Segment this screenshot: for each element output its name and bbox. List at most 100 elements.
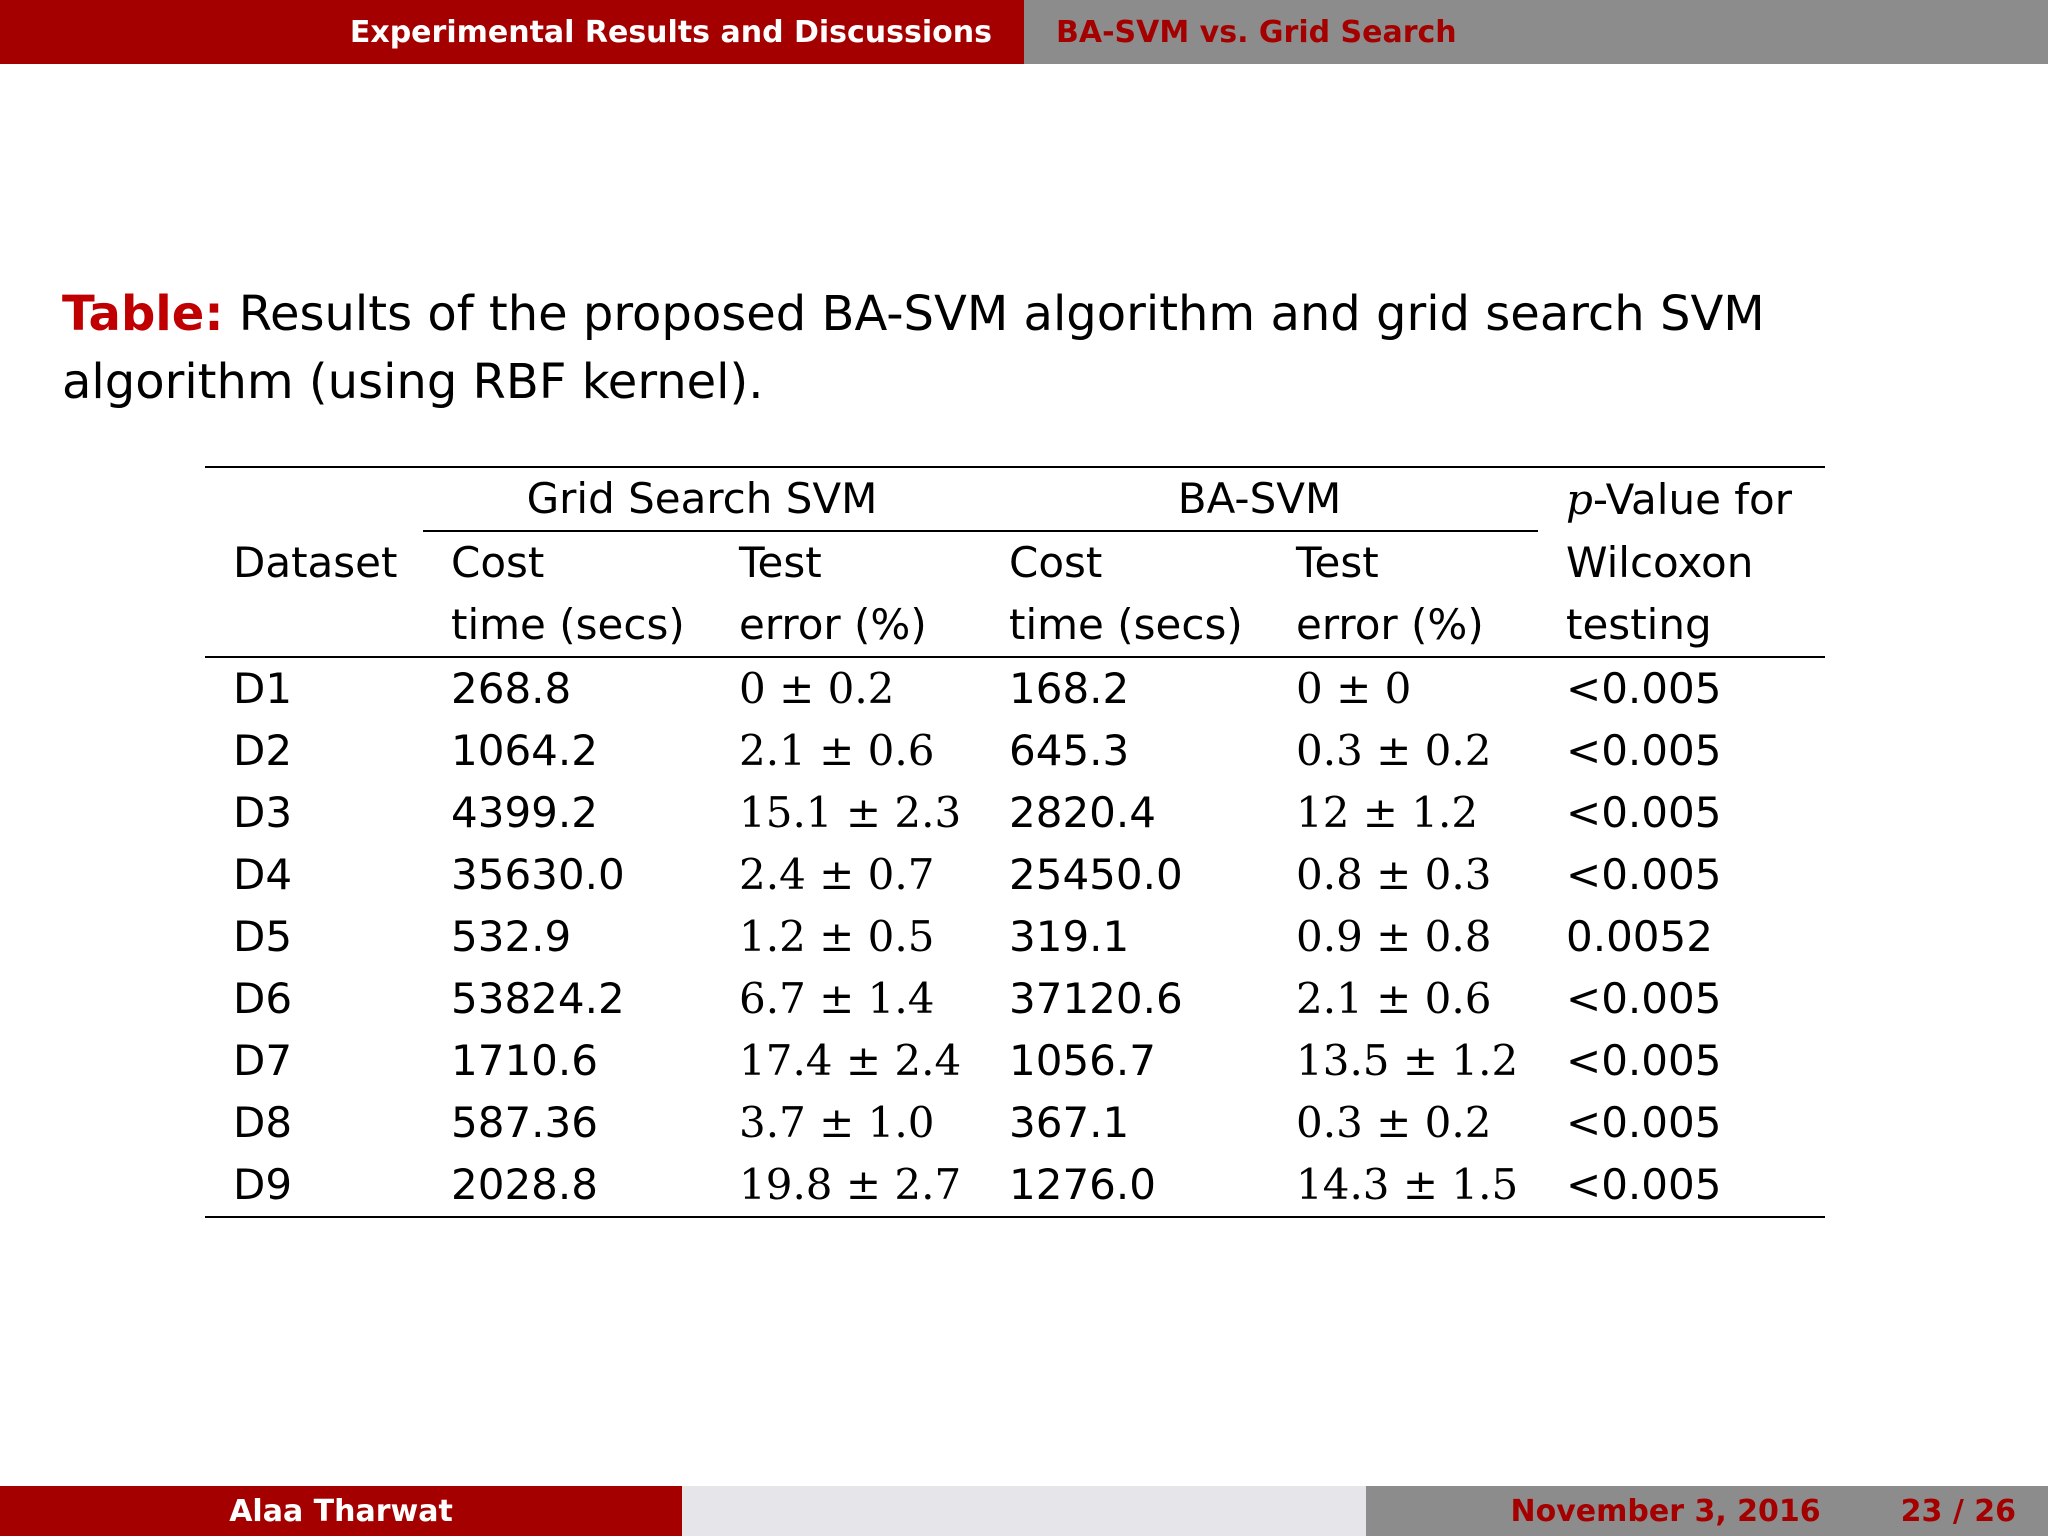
cell-ba-cost: 319.1 xyxy=(1009,912,1130,961)
cell-dataset: D3 xyxy=(233,788,293,837)
cell-dataset: D9 xyxy=(205,1154,423,1218)
cell-ba-error: 13.5 ± 1.2 xyxy=(1296,1036,1519,1085)
cell-ba-error: 14.3 ± 1.5 xyxy=(1268,1154,1538,1218)
caption-text: Results of the proposed BA-SVM algorithm… xyxy=(62,286,1765,410)
header-row-1: Grid Search SVM BA-SVM p-Value for xyxy=(205,466,1825,532)
cell-ba-error: 0.8 ± 0.3 xyxy=(1296,850,1492,899)
cell-ba-error: 12 ± 1.2 xyxy=(1296,788,1479,837)
cell-grid-error: 0 ± 0.2 xyxy=(739,664,895,713)
grid-cost-header-2: time (secs) xyxy=(423,594,711,658)
cell-ba-cost: 2820.4 xyxy=(1009,788,1156,837)
header-bar: Experimental Results and Discussions BA-… xyxy=(0,0,2048,64)
ba-test-header-2: error (%) xyxy=(1268,594,1538,658)
results-table: Grid Search SVM BA-SVM p-Value for Datas… xyxy=(205,466,1825,1218)
table-row: D2 1064.2 2.1 ± 0.6 645.3 0.3 ± 0.2 <0.005 xyxy=(205,720,1825,782)
header-cell-empty xyxy=(205,466,423,532)
cell-ba-cost: 25450.0 xyxy=(1009,850,1183,899)
cell-grid-error: 19.8 ± 2.7 xyxy=(711,1154,981,1218)
cell-ba-cost: 168.2 xyxy=(1009,664,1130,713)
cell-ba-cost: 645.3 xyxy=(1009,726,1130,775)
pvalue-var: p xyxy=(1566,475,1593,524)
header-section-label: Experimental Results and Discussions xyxy=(349,14,992,50)
cell-dataset: D6 xyxy=(233,974,293,1023)
table-row: D3 4399.2 15.1 ± 2.3 2820.4 12 ± 1.2 <0.005 xyxy=(205,782,1825,844)
footer-author: Alaa Tharwat xyxy=(0,1486,682,1536)
table-row: D6 53824.2 6.7 ± 1.4 37120.6 2.1 ± 0.6 <0.005 xyxy=(205,968,1825,1030)
cell-ba-error: 0.3 ± 0.2 xyxy=(1296,726,1492,775)
cell-grid-error: 2.4 ± 0.7 xyxy=(739,850,935,899)
footer-page-number: 23 / 26 xyxy=(1900,1493,2016,1529)
cell-pvalue: <0.005 xyxy=(1566,974,1722,1023)
footer-bar: Alaa Tharwat November 3, 2016 23 / 26 xyxy=(0,1486,2048,1536)
cell-ba-error: 0.3 ± 0.2 xyxy=(1296,1098,1492,1147)
header-subsection[interactable]: BA-SVM vs. Grid Search xyxy=(1024,0,2048,64)
group-ba-label: BA-SVM xyxy=(981,468,1538,532)
header-subsection-label: BA-SVM vs. Grid Search xyxy=(1056,14,1457,50)
cell-grid-cost: 35630.0 xyxy=(451,850,625,899)
cell-dataset: D2 xyxy=(233,726,293,775)
header-section[interactable]: Experimental Results and Discussions xyxy=(0,0,1024,64)
cell-pvalue: <0.005 xyxy=(1566,664,1722,713)
group-grid-label: Grid Search SVM xyxy=(423,468,981,532)
caption-label: Table: xyxy=(62,286,224,342)
pvalue-header-3: testing xyxy=(1538,594,1825,658)
ba-cost-header-1: Cost xyxy=(1009,538,1103,587)
cell-pvalue: <0.005 xyxy=(1566,788,1722,837)
cell-grid-cost: 53824.2 xyxy=(451,974,625,1023)
header-cell-empty xyxy=(205,594,423,658)
cell-grid-error: 1.2 ± 0.5 xyxy=(739,912,935,961)
pvalue-header-1: p-Value for xyxy=(1538,466,1825,532)
cell-grid-cost: 587.36 xyxy=(451,1098,598,1147)
table-row: D1 268.8 0 ± 0.2 168.2 0 ± 0 <0.005 xyxy=(205,657,1825,720)
cell-ba-error: 2.1 ± 0.6 xyxy=(1296,974,1492,1023)
table-row: D7 1710.6 17.4 ± 2.4 1056.7 13.5 ± 1.2 <0.005 xyxy=(205,1030,1825,1092)
cell-ba-cost: 367.1 xyxy=(1009,1098,1130,1147)
cell-ba-error: 0.9 ± 0.8 xyxy=(1296,912,1492,961)
cell-dataset: D5 xyxy=(233,912,293,961)
cell-pvalue: <0.005 xyxy=(1566,1098,1722,1147)
cell-ba-cost: 1276.0 xyxy=(981,1154,1268,1218)
footer-author-label: Alaa Tharwat xyxy=(229,1493,453,1529)
table-caption: Table: Results of the proposed BA-SVM al… xyxy=(62,280,1962,416)
cell-ba-cost: 37120.6 xyxy=(1009,974,1183,1023)
cell-dataset: D8 xyxy=(233,1098,293,1147)
cell-grid-cost: 1064.2 xyxy=(451,726,598,775)
cell-ba-error: 0 ± 0 xyxy=(1296,664,1412,713)
ba-test-header-1: Test xyxy=(1296,538,1379,587)
cell-pvalue: <0.005 xyxy=(1538,1154,1825,1218)
cell-grid-cost: 4399.2 xyxy=(451,788,598,837)
cell-dataset: D7 xyxy=(233,1036,293,1085)
footer-date: November 3, 2016 xyxy=(1510,1493,1821,1529)
table-body: D1 268.8 0 ± 0.2 168.2 0 ± 0 <0.005 D2 1064.2 2.… xyxy=(205,657,1825,1218)
grid-cost-header-1: Cost xyxy=(451,538,545,587)
cell-pvalue: 0.0052 xyxy=(1566,912,1713,961)
footer-title-area xyxy=(682,1486,1366,1536)
pvalue-rest: -Value for xyxy=(1592,475,1793,524)
cell-grid-error: 17.4 ± 2.4 xyxy=(739,1036,962,1085)
table-row: D9 2028.8 19.8 ± 2.7 1276.0 14.3 ± 1.5 <0.005 xyxy=(205,1154,1825,1218)
header-row-3: time (secs) error (%) time (secs) error … xyxy=(205,594,1825,658)
pvalue-header-2: Wilcoxon xyxy=(1566,538,1754,587)
table-row: D5 532.9 1.2 ± 0.5 319.1 0.9 ± 0.8 0.0052 xyxy=(205,906,1825,968)
header-row-2: Dataset Cost Test Cost Test Wilcoxon xyxy=(205,532,1825,594)
cell-dataset: D1 xyxy=(233,664,293,713)
dataset-header: Dataset xyxy=(233,538,398,587)
table-row: D8 587.36 3.7 ± 1.0 367.1 0.3 ± 0.2 <0.005 xyxy=(205,1092,1825,1154)
cell-pvalue: <0.005 xyxy=(1566,850,1722,899)
cell-grid-error: 2.1 ± 0.6 xyxy=(739,726,935,775)
table-row: D4 35630.0 2.4 ± 0.7 25450.0 0.8 ± 0.3 <0.005 xyxy=(205,844,1825,906)
footer-info: November 3, 2016 23 / 26 xyxy=(1366,1486,2048,1536)
grid-test-header-1: Test xyxy=(739,538,822,587)
cell-grid-cost: 1710.6 xyxy=(451,1036,598,1085)
cell-grid-error: 3.7 ± 1.0 xyxy=(739,1098,935,1147)
cell-pvalue: <0.005 xyxy=(1566,726,1722,775)
cell-grid-cost: 2028.8 xyxy=(423,1154,711,1218)
cell-grid-error: 15.1 ± 2.3 xyxy=(739,788,962,837)
cell-dataset: D4 xyxy=(233,850,293,899)
cell-pvalue: <0.005 xyxy=(1566,1036,1722,1085)
group-header-grid: Grid Search SVM xyxy=(423,466,981,532)
group-header-ba: BA-SVM xyxy=(981,466,1538,532)
ba-cost-header-2: time (secs) xyxy=(981,594,1268,658)
cell-grid-error: 6.7 ± 1.4 xyxy=(739,974,935,1023)
